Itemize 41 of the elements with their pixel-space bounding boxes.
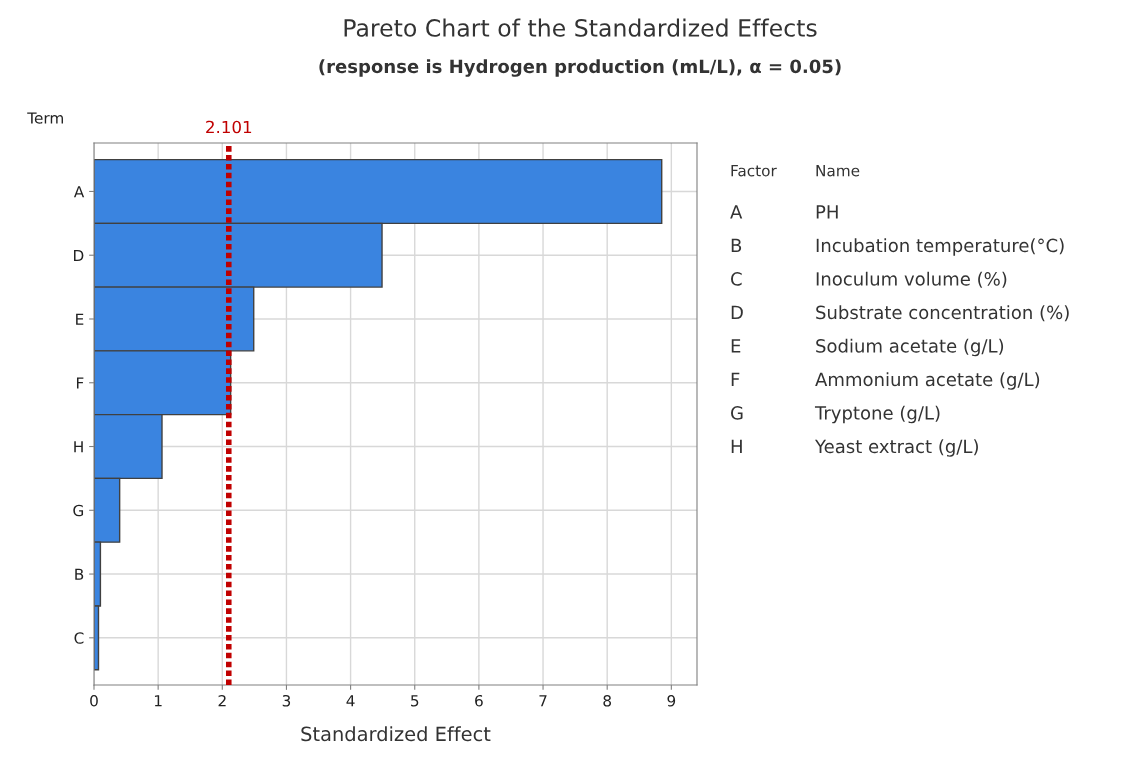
text: PH bbox=[816, 205, 838, 219]
y-tick-label: E bbox=[76, 313, 84, 325]
text: Inoculum volume (%) bbox=[816, 271, 1007, 288]
text: Ammonium acetate (g/L) bbox=[815, 372, 1040, 390]
ref-line-label: 2.101 bbox=[206, 120, 252, 134]
text: Sodium acetate (g/L) bbox=[816, 338, 1004, 357]
y-tick-label: H bbox=[74, 441, 83, 453]
x-tick-label: 9 bbox=[667, 694, 676, 707]
text: B bbox=[731, 238, 742, 252]
text: F bbox=[731, 372, 740, 386]
y-axis-title: Term bbox=[27, 112, 63, 124]
text: H bbox=[731, 439, 742, 453]
text: Tryptone (g/L) bbox=[814, 405, 940, 424]
text: C bbox=[731, 272, 742, 286]
x-tick-label: 7 bbox=[539, 695, 547, 707]
text: Substrate concentration (%) bbox=[816, 305, 1069, 322]
y-tick-label: F bbox=[76, 377, 84, 389]
x-axis-title: Standardized Effect bbox=[301, 726, 491, 742]
chart-subtitle: (response is Hydrogen production (mL/L), α = 0.05) bbox=[319, 59, 841, 77]
x-tick-label: 8 bbox=[603, 694, 612, 707]
x-tick-label: 0 bbox=[90, 694, 98, 707]
chart-title: Pareto Chart of the Standardized Effects bbox=[344, 18, 817, 37]
y-tick-label: G bbox=[73, 504, 84, 517]
x-tick-label: 4 bbox=[346, 695, 355, 707]
y-tick-label: B bbox=[75, 568, 84, 580]
text: D bbox=[731, 305, 743, 319]
text: Incubation temperature(°C) bbox=[816, 238, 1064, 256]
text: A bbox=[730, 205, 743, 219]
y-tick-label: C bbox=[74, 632, 84, 644]
text: Name bbox=[816, 165, 860, 177]
x-tick-label: 3 bbox=[282, 694, 291, 707]
x-tick-label: 2 bbox=[218, 694, 226, 707]
x-tick-label: 6 bbox=[475, 694, 483, 707]
x-tick-label: 1 bbox=[154, 695, 162, 707]
y-tick-label: D bbox=[74, 249, 84, 262]
text: G bbox=[731, 406, 743, 420]
text: E bbox=[731, 339, 741, 353]
x-tick-label: 5 bbox=[411, 695, 419, 707]
text: Factor bbox=[731, 165, 777, 177]
text: Yeast extract (g/L) bbox=[814, 439, 978, 457]
y-tick-label: A bbox=[73, 186, 85, 198]
